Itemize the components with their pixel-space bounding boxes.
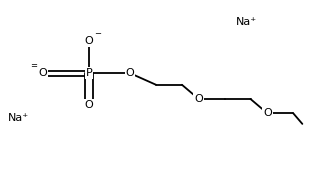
Text: O: O — [126, 68, 134, 78]
Text: −: − — [94, 30, 101, 39]
Text: O: O — [85, 36, 93, 46]
Text: P: P — [86, 68, 92, 78]
Text: =: = — [30, 62, 37, 71]
Text: O: O — [85, 100, 93, 110]
Text: Na⁺: Na⁺ — [8, 113, 29, 123]
Text: O: O — [39, 68, 48, 78]
Text: O: O — [263, 108, 272, 118]
Text: Na⁺: Na⁺ — [235, 17, 256, 27]
Text: O: O — [194, 94, 203, 104]
